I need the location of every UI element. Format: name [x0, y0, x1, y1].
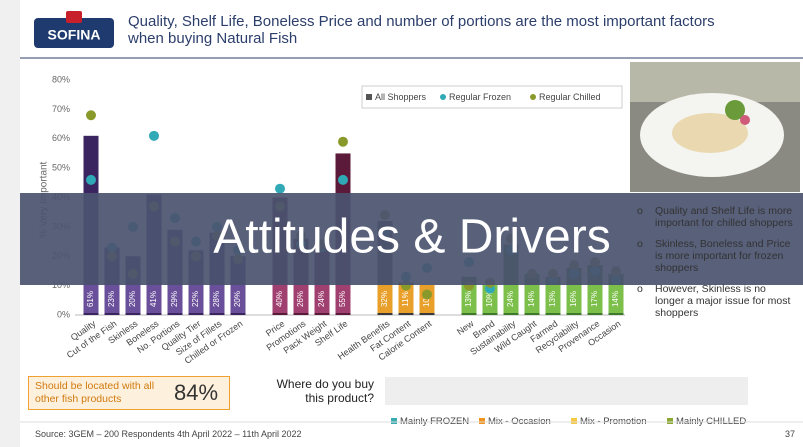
logo: SOFINA — [48, 27, 101, 43]
legend-marker — [667, 418, 673, 424]
value-label: 20% — [128, 291, 137, 307]
value-label: 29% — [170, 291, 179, 307]
callout-text: Should be located with all other fish pr… — [35, 380, 175, 406]
bullet: Quality and Shelf Life is more important… — [637, 205, 797, 229]
dot — [86, 110, 96, 120]
value-label: 24% — [317, 291, 326, 307]
legend-marker — [479, 418, 485, 424]
value-label: 55% — [338, 291, 347, 307]
dot — [86, 175, 96, 185]
y-tick-label: 70% — [52, 104, 70, 114]
bullet: However, Skinless is no longer a major i… — [637, 283, 797, 319]
dot — [149, 131, 159, 141]
y-tick-label: 0% — [57, 309, 70, 319]
banner-title: Attitudes & Drivers — [213, 211, 610, 264]
value-label: 24% — [506, 291, 515, 307]
bullet: Skinless, Boneless and Price is more imp… — [637, 238, 797, 274]
legend-marker — [366, 94, 372, 100]
dot — [275, 184, 285, 194]
slide-title: Quality, Shelf Life, Boneless Price and … — [128, 13, 728, 47]
value-label: 11% — [401, 291, 410, 306]
photo-garnish — [740, 115, 750, 125]
y-tick-label: 50% — [52, 163, 70, 173]
legend-marker — [571, 418, 577, 424]
value-label: 32% — [380, 291, 389, 307]
value-label: 16% — [569, 291, 578, 307]
stack-title: Where do you buy this product? — [262, 377, 374, 405]
value-label: 40% — [275, 291, 284, 307]
y-tick-label: 80% — [52, 74, 70, 84]
dot — [338, 175, 348, 185]
logo-crest — [66, 11, 82, 23]
page-number: 37 — [785, 429, 795, 439]
value-label: 23% — [107, 291, 116, 307]
value-label: 20% — [233, 291, 242, 307]
legend-label: Regular Frozen — [449, 92, 511, 102]
source: Source: 3GEM – 200 Respondents 4th April… — [35, 429, 302, 439]
legend-label: All Shoppers — [375, 92, 427, 102]
value-label: 13% — [464, 291, 473, 307]
value-label: 61% — [86, 291, 95, 307]
y-tick-label: 60% — [52, 133, 70, 143]
value-label: 41% — [149, 291, 158, 307]
value-label: 13% — [548, 291, 557, 307]
bullet-list: Quality and Shelf Life is more important… — [637, 205, 797, 328]
legend-marker — [440, 94, 446, 100]
slide-margin — [0, 0, 20, 447]
dot — [338, 137, 348, 147]
legend-marker — [530, 94, 536, 100]
value-label: 22% — [191, 291, 200, 307]
value-label: 14% — [527, 291, 536, 307]
slide: SOFINA % Very Important 0%10%20%30%40%50… — [0, 0, 803, 447]
legend-marker — [391, 418, 397, 424]
value-label: 17% — [590, 291, 599, 307]
stack-track — [385, 377, 748, 405]
value-label: 28% — [212, 291, 221, 307]
callout: Should be located with all other fish pr… — [28, 376, 230, 410]
callout-value: 84% — [174, 380, 218, 406]
value-label: 26% — [296, 291, 305, 307]
value-label: 14% — [611, 291, 620, 307]
legend-label: Regular Chilled — [539, 92, 601, 102]
dot — [422, 289, 432, 299]
